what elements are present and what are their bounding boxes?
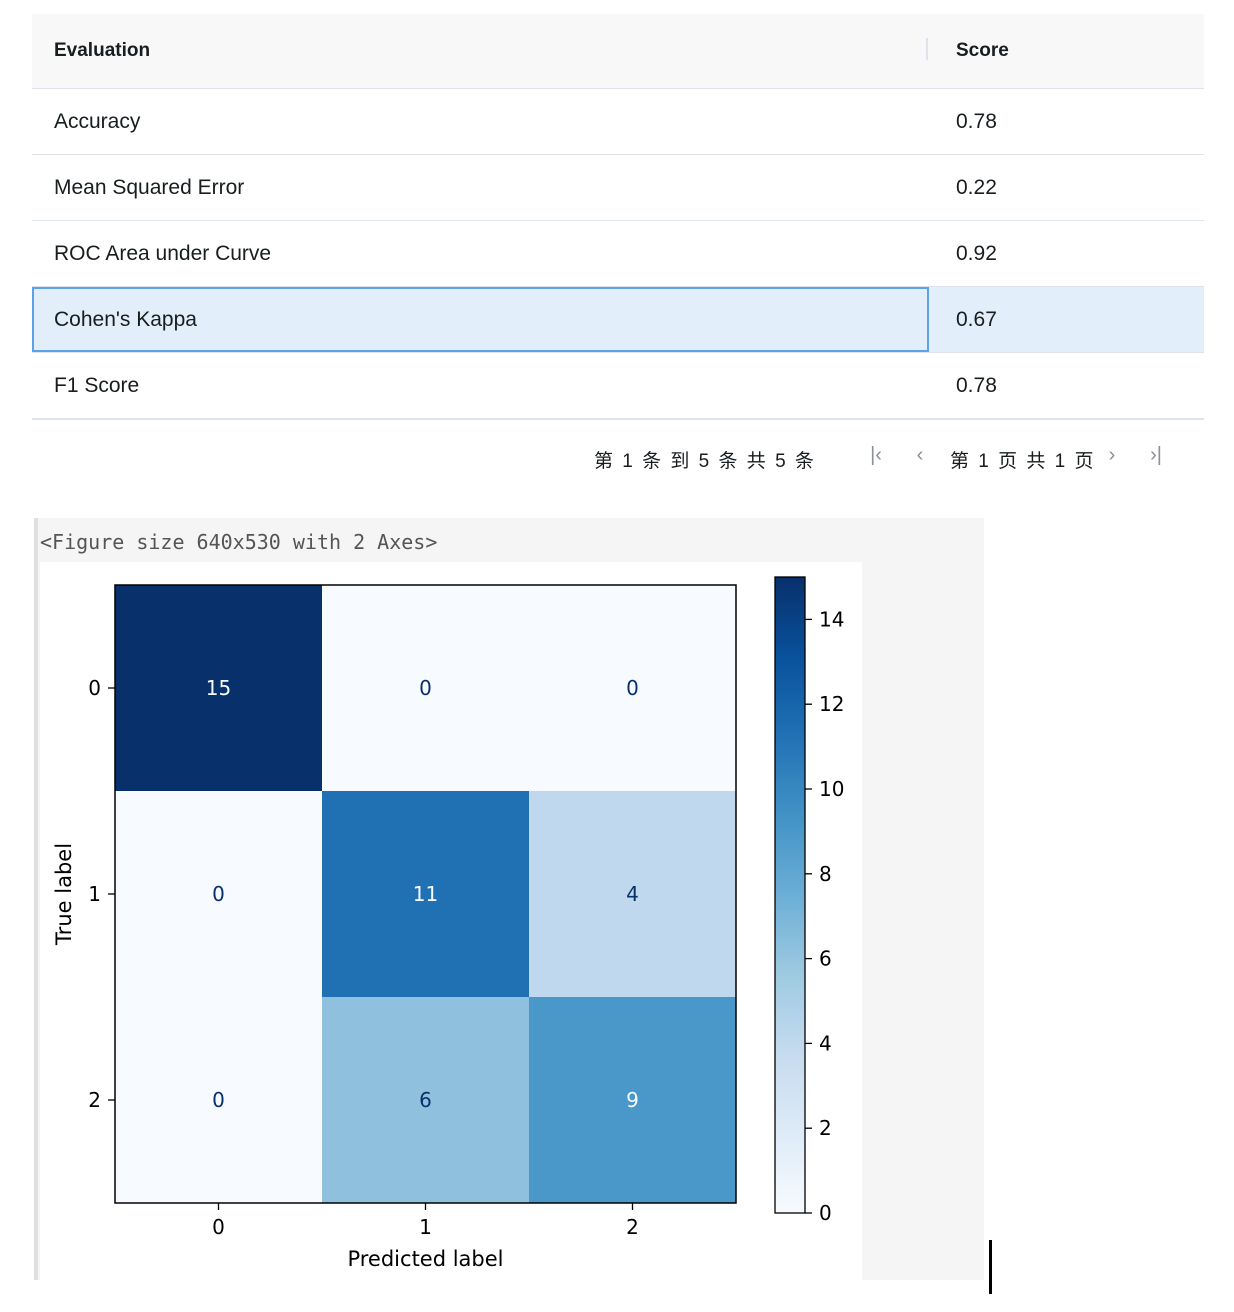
y-axis-label: True label — [52, 843, 76, 946]
next-page-icon[interactable]: › — [1108, 444, 1116, 466]
colorbar-tick-label: 10 — [819, 777, 844, 801]
colorbar-tick-label: 4 — [819, 1031, 832, 1055]
column-header-evaluation[interactable]: Evaluation — [54, 40, 151, 61]
score-cell[interactable]: 0.67 — [956, 308, 997, 331]
metric-cell[interactable]: ROC Area under Curve — [54, 242, 272, 265]
column-header-score[interactable]: Score — [956, 40, 1009, 61]
matrix-cell — [115, 585, 322, 791]
matrix-cell — [322, 585, 529, 791]
score-cell[interactable]: 0.78 — [956, 110, 997, 133]
x-tick-label: 0 — [212, 1215, 225, 1239]
cell-value-label: 9 — [626, 1088, 639, 1112]
previous-page-icon[interactable]: ‹ — [916, 444, 924, 466]
colorbar-tick-label: 6 — [819, 947, 832, 971]
matrix-cell — [529, 791, 736, 997]
table-row[interactable]: F1 Score 0.78 — [32, 353, 1204, 419]
pagination-bar: 第 1 条 到 5 条 共 5 条 |‹ ‹ 第 1 页 共 1 页 › ›| — [32, 420, 1204, 496]
cell-value-label: 0 — [212, 1088, 225, 1112]
x-tick-label: 2 — [626, 1215, 639, 1239]
metric-cell[interactable]: Mean Squared Error — [54, 176, 245, 199]
metric-cell[interactable]: Accuracy — [54, 110, 141, 133]
table-row-selected[interactable]: Cohen's Kappa 0.67 — [32, 287, 1204, 353]
cell-value-label: 11 — [413, 882, 438, 906]
matrix-cell — [115, 997, 322, 1203]
figure-caption: <Figure size 640x530 with 2 Axes> — [40, 530, 438, 554]
x-axis-label: Predicted label — [347, 1247, 503, 1271]
x-tick-label: 1 — [419, 1215, 432, 1239]
score-cell[interactable]: 0.22 — [956, 176, 997, 199]
colorbar-tick-label: 12 — [819, 692, 844, 716]
table-row[interactable]: Mean Squared Error 0.22 — [32, 155, 1204, 221]
colorbar-tick-label: 2 — [819, 1116, 832, 1140]
table-row[interactable]: Accuracy 0.78 — [32, 89, 1204, 155]
colorbar — [774, 576, 806, 1214]
column-separator[interactable] — [926, 38, 928, 60]
y-tick-label: 2 — [88, 1088, 101, 1112]
cell-value-label: 6 — [419, 1088, 432, 1112]
colorbar-tick-label: 0 — [819, 1201, 832, 1225]
output-left-border — [34, 518, 38, 1280]
matrix-cell — [322, 791, 529, 997]
matrix-cell — [529, 997, 736, 1203]
score-cell[interactable]: 0.92 — [956, 242, 997, 265]
metric-cell[interactable]: Cohen's Kappa — [54, 308, 197, 331]
colorbar-tick-label: 8 — [819, 862, 832, 886]
matrix-cell — [529, 585, 736, 791]
last-page-icon[interactable]: ›| — [1150, 444, 1162, 466]
focused-cell-outline — [32, 287, 929, 352]
cell-value-label: 0 — [419, 676, 432, 700]
row-summary: 第 1 条 到 5 条 共 5 条 — [594, 451, 816, 472]
score-cell[interactable]: 0.78 — [956, 374, 997, 397]
metric-cell[interactable]: F1 Score — [54, 374, 140, 397]
y-tick-label: 1 — [88, 882, 101, 906]
page-summary: 第 1 页 共 1 页 — [950, 451, 1096, 472]
matrix-cell — [322, 997, 529, 1203]
cell-value-label: 0 — [212, 882, 225, 906]
matrix-cell — [115, 791, 322, 997]
table-header: Evaluation Score — [32, 14, 1204, 90]
table-row[interactable]: ROC Area under Curve 0.92 — [32, 221, 1204, 287]
y-tick-label: 0 — [88, 676, 101, 700]
cell-value-label: 4 — [626, 882, 639, 906]
cell-value-label: 15 — [206, 676, 231, 700]
first-page-icon[interactable]: |‹ — [870, 444, 882, 466]
cell-value-label: 0 — [626, 676, 639, 700]
evaluation-table: Evaluation Score Accuracy 0.78 Mean Squa… — [32, 14, 1204, 420]
text-cursor — [989, 1240, 992, 1294]
figure-canvas: 15 0 0 0 11 4 0 6 9 0 1 2 0 1 2 Predicted label True lab… — [40, 562, 862, 1280]
colorbar-tick-label: 14 — [819, 607, 844, 631]
